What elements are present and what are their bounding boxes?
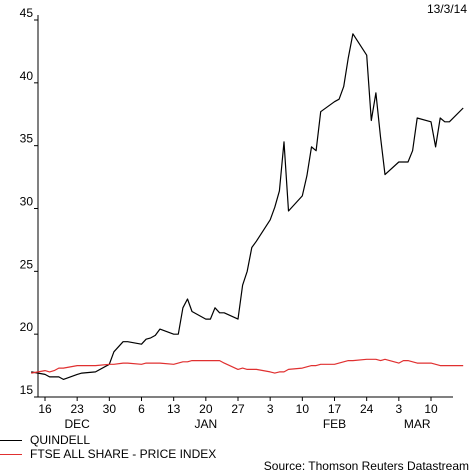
x-tick-label: 16 bbox=[38, 402, 52, 416]
x-tick-label: 3 bbox=[267, 402, 274, 416]
x-tick-label: 17 bbox=[328, 402, 342, 416]
month-label: DEC bbox=[64, 417, 90, 431]
x-tick-label: 20 bbox=[199, 402, 213, 416]
x-tick-label: 6 bbox=[138, 402, 145, 416]
x-tick-label: 3 bbox=[395, 402, 402, 416]
x-tick-label: 30 bbox=[103, 402, 117, 416]
x-tick-label: 10 bbox=[424, 402, 438, 416]
y-tick-label: 15 bbox=[20, 383, 34, 397]
x-tick-label: 10 bbox=[296, 402, 310, 416]
y-tick-label: 30 bbox=[20, 195, 34, 209]
x-tick-label: 27 bbox=[231, 402, 245, 416]
y-tick-label: 40 bbox=[20, 69, 34, 83]
y-tick-label: 45 bbox=[20, 6, 34, 20]
series-lines bbox=[31, 33, 464, 380]
y-tick-label: 35 bbox=[20, 132, 34, 146]
axes bbox=[34, 15, 453, 401]
month-label: MAR bbox=[404, 417, 431, 431]
y-tick-label: 25 bbox=[20, 257, 34, 271]
tick-labels: 15 20 25 30 35 40 45 16 23 30 6 13 20 27 3 10 17 24 3 10 DEC… bbox=[20, 6, 438, 431]
legend-label-ftse: FTSE ALL SHARE - PRICE INDEX bbox=[30, 447, 217, 461]
line-chart: 15 20 25 30 35 40 45 16 23 30 6 13 20 27 3 10 17 24 3 10 DEC… bbox=[20, 6, 464, 431]
legend-swatch-ftse bbox=[0, 453, 22, 455]
x-tick-label: 23 bbox=[70, 402, 84, 416]
y-tick-label: 20 bbox=[20, 320, 34, 334]
source-note: Source: Thomson Reuters Datastream bbox=[263, 459, 469, 473]
x-tick-label: 24 bbox=[360, 402, 374, 416]
legend-item-ftse: FTSE ALL SHARE - PRICE INDEX bbox=[0, 447, 216, 461]
legend-item-quindell: QUINDELL bbox=[0, 433, 90, 447]
legend-label-quindell: QUINDELL bbox=[30, 433, 91, 447]
month-label: FEB bbox=[323, 417, 346, 431]
x-tick-label: 13 bbox=[167, 402, 181, 416]
date-label: 13/3/14 bbox=[426, 2, 467, 16]
series-line-ftse bbox=[31, 358, 464, 374]
month-label: JAN bbox=[194, 417, 217, 431]
legend-swatch-quindell bbox=[0, 439, 22, 441]
series-line-quindell bbox=[31, 33, 464, 380]
